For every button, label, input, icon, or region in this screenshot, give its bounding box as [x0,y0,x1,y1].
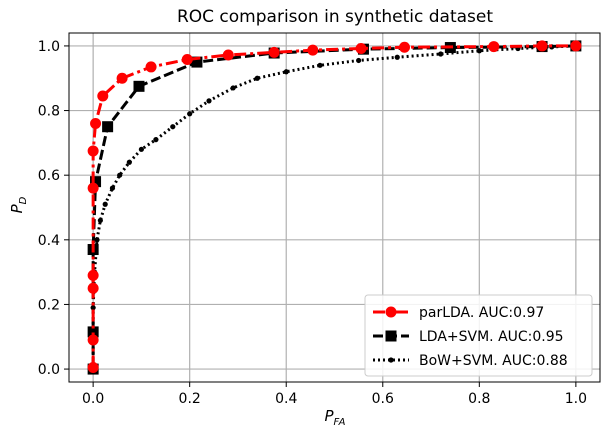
legend-entry: BoW+SVM. AUC:0.88 [373,353,568,369]
y-tick-label: 0.0 [38,362,60,378]
data-point [145,61,157,73]
series-line [91,44,576,370]
data-point [356,57,362,64]
data-point [87,361,99,373]
data-point [109,185,116,191]
y-tick-label: 0.6 [38,168,60,184]
data-point [153,137,159,143]
data-point [138,146,145,152]
x-tick-label: 1.0 [565,391,587,407]
data-point [222,49,234,61]
y-tick-label: 0.4 [38,233,60,249]
legend-label: BoW+SVM. AUC:0.88 [419,353,568,369]
x-tick-label: 0.8 [468,391,490,407]
plot-area [87,40,582,375]
series-line [91,44,576,370]
data-point [102,201,108,207]
data-point [97,217,103,224]
data-point [536,40,548,52]
data-point [97,90,109,102]
data-point [317,62,323,68]
x-axis-label-main: P [324,407,334,425]
x-tick-label: 0.6 [372,391,394,407]
legend-entry: parLDA. AUC:0.97 [373,305,544,321]
y-tick-label: 1.0 [38,39,60,55]
x-tick-label: 0.0 [82,391,104,407]
data-point [187,111,193,117]
data-point [87,182,99,194]
plot-frame [68,32,601,383]
y-axis-label: PD [8,196,29,213]
data-point [133,80,145,92]
data-point [438,51,444,57]
data-point [87,334,99,346]
legend: parLDA. AUC:0.97 LDA+SVM. AUC:0.95 BoW+SVM… [364,294,593,377]
x-axis-label: PFA [324,407,345,427]
data-point [254,75,260,81]
data-point [87,282,99,294]
y-tick-label: 0.8 [38,104,60,120]
data-point [87,326,99,338]
legend-label: parLDA. AUC:0.97 [419,305,544,321]
data-point [394,54,400,60]
x-axis-label-sub: FA [334,417,346,427]
y-axis-ticks: 0.0 0.2 0.4 0.6 0.8 1.0 [38,39,69,378]
data-point [570,40,582,52]
data-point [87,269,99,281]
data-point [90,117,102,129]
y-tick-label: 0.2 [38,297,60,313]
x-tick-label: 0.2 [179,391,201,407]
legend-label: LDA+SVM. AUC:0.95 [419,329,564,345]
data-point [94,237,100,243]
data-point [87,145,99,157]
y-axis-label-main: P [8,203,26,213]
data-point [230,85,236,91]
data-point [488,41,500,53]
legend-swatch-marker [385,306,397,318]
x-axis-ticks: 0.0 0.2 0.4 0.6 0.8 1.0 [82,382,587,407]
legend-swatch-marker [385,330,397,342]
legend-entry: LDA+SVM. AUC:0.95 [373,329,564,345]
data-point [126,159,132,165]
legend-swatch-marker [388,357,394,363]
data-point [116,72,128,84]
data-point [307,44,319,56]
data-point [191,56,203,68]
chart-title: ROC comparison in synthetic dataset [177,7,493,27]
data-point [283,69,289,75]
data-point [170,124,176,130]
y-axis-label-sub: D [18,196,29,204]
data-point [90,176,102,188]
data-point [268,46,280,58]
data-point [206,98,212,104]
data-point [398,41,410,53]
series-0 [87,40,582,373]
data-point [102,121,114,133]
data-point [117,172,123,178]
grid [69,33,600,382]
data-point [355,43,367,55]
legend-box [364,294,593,377]
data-point [181,53,193,65]
x-tick-label: 0.4 [275,391,297,407]
data-point [476,48,482,54]
